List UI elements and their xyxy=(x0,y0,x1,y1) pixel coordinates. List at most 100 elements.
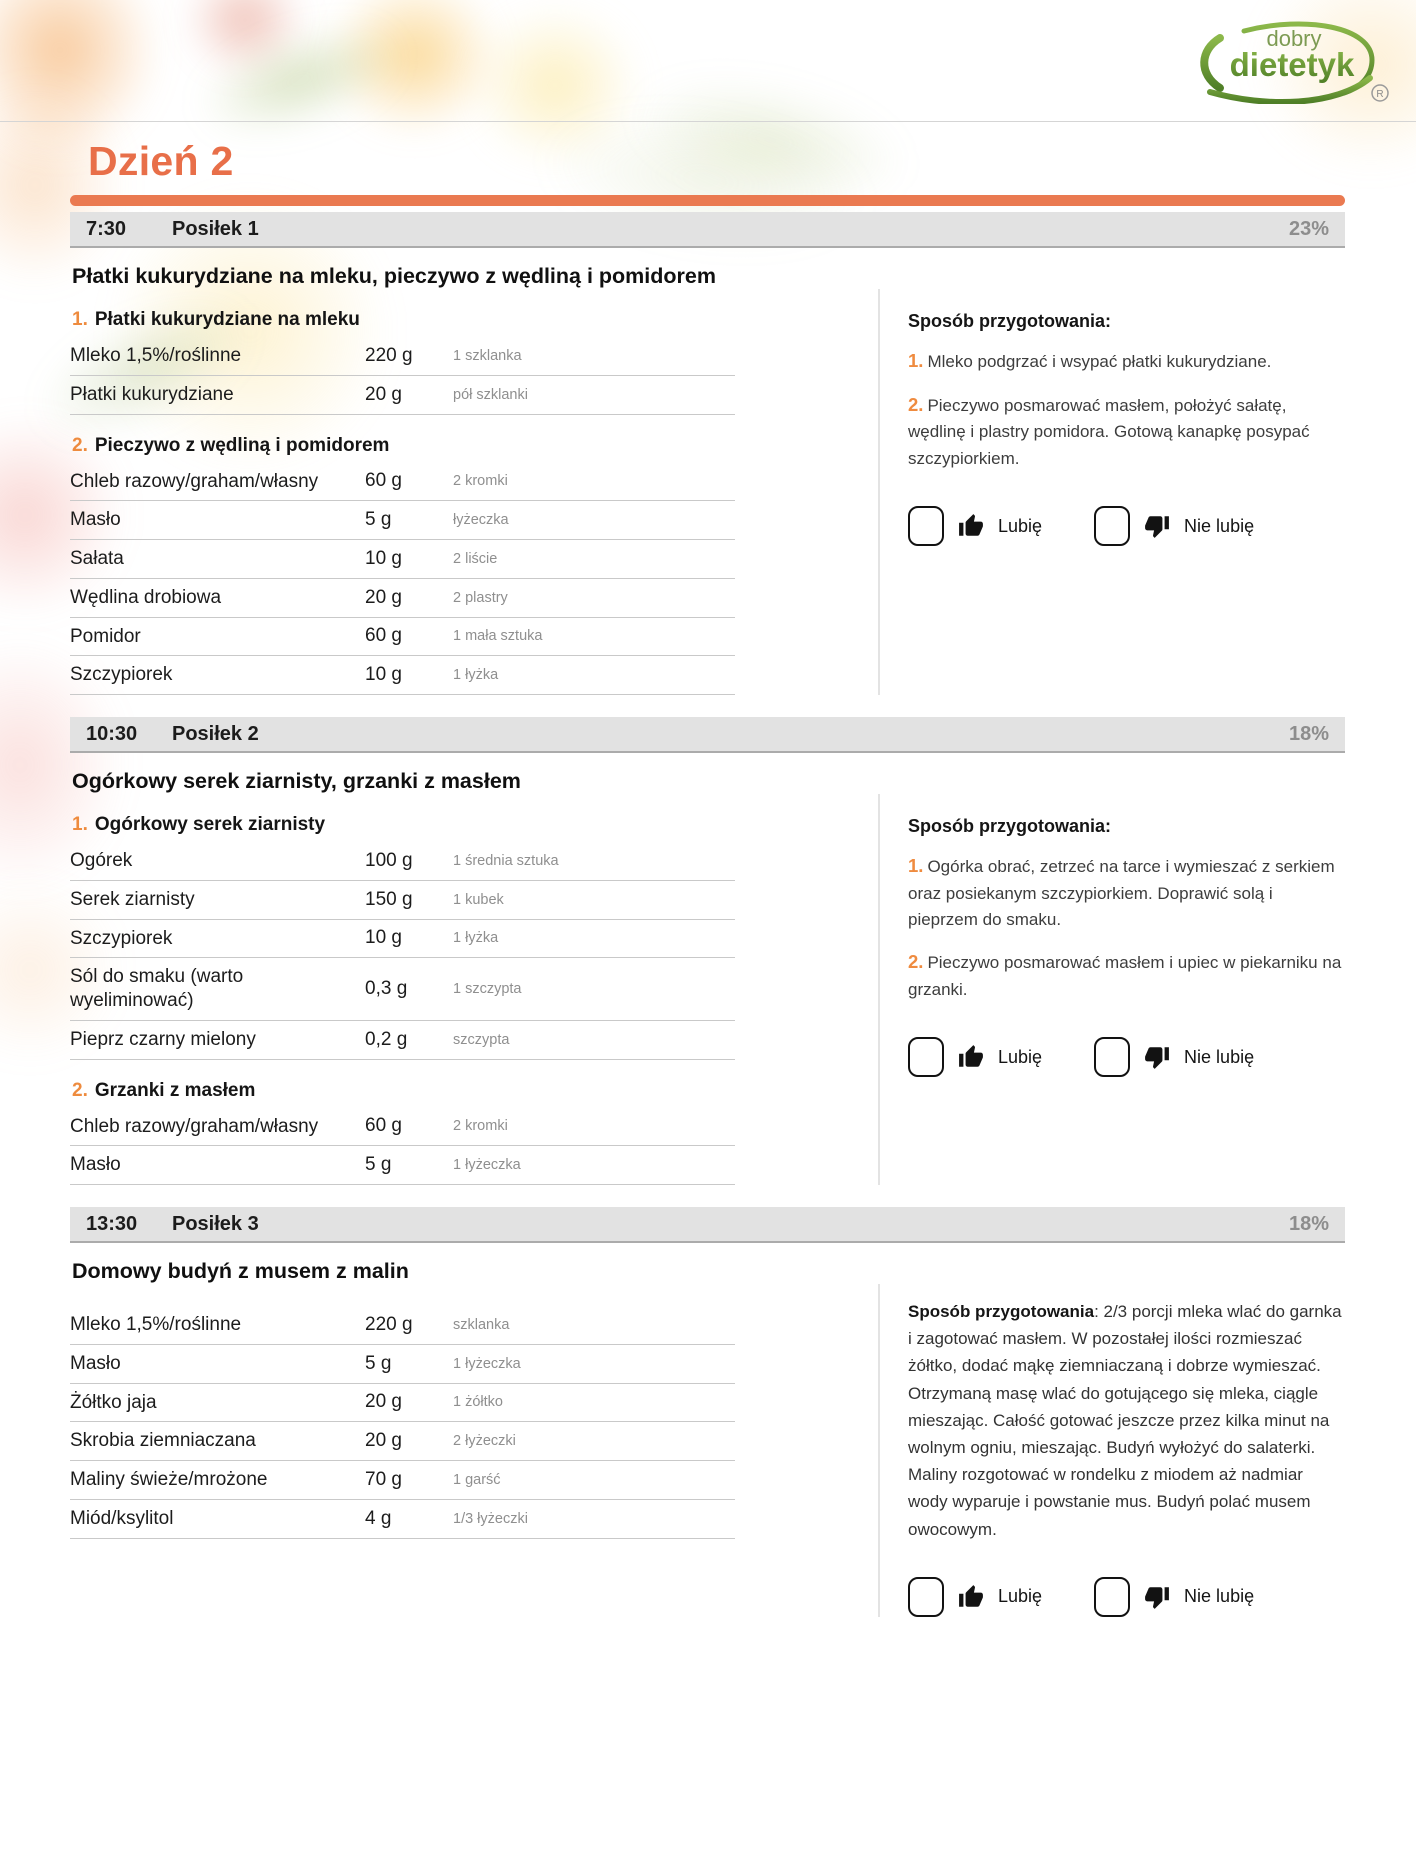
preparation-inline-heading: Sposób przygotowania xyxy=(908,1302,1095,1321)
thumb-up-icon xyxy=(958,1584,984,1610)
preparation-column: Sposób przygotowania: 1. Mleko podgrzać i… xyxy=(878,289,1345,695)
ingredient-measure: łyżeczka xyxy=(453,500,735,540)
meal-1-header: 7:30 Posiłek 1 23% xyxy=(70,212,1345,248)
ingredient-amount: 10 g xyxy=(365,919,453,959)
dislike-label: Nie lubię xyxy=(1184,515,1255,536)
dislike-checkbox[interactable] xyxy=(1094,1576,1131,1617)
dislike-label: Nie lubię xyxy=(1184,1046,1255,1067)
ingredient-name: Masło xyxy=(70,500,365,540)
ingredient-name: Sałata xyxy=(70,539,365,579)
ingredient-row: Płatki kukurydziane 20 g pół szklanki xyxy=(70,375,735,415)
logo-text-dietetyk: dietetyk xyxy=(1230,46,1355,83)
dislike-option[interactable]: Nie lubię xyxy=(1094,1037,1255,1078)
ingredient-amount: 60 g xyxy=(365,462,453,502)
preparation-heading: Sposób przygotowania: xyxy=(908,816,1112,836)
section-header: 2. Pieczywo z wędliną i pomidorem xyxy=(72,435,735,457)
meal-3: 13:30 Posiłek 3 18% Domowy budyń z musem… xyxy=(70,1207,1345,1617)
step-text: Pieczywo posmarować masłem i upiec w pie… xyxy=(908,953,1342,1000)
ingredient-measure: 1 łyżeczka xyxy=(453,1344,735,1384)
like-checkbox[interactable] xyxy=(908,1576,944,1617)
ingredient-row: Ogórek 100 g 1 średnia sztuka xyxy=(70,842,735,881)
ingredient-name: Szczypiorek xyxy=(70,655,365,695)
like-label: Lubię xyxy=(998,515,1043,536)
ingredient-measure: 1 kubek xyxy=(453,880,735,920)
meal-time: 7:30 xyxy=(86,217,127,240)
dislike-option[interactable]: Nie lubię xyxy=(1094,1576,1254,1617)
ingredient-measure: 1 łyżeczka xyxy=(453,1145,735,1185)
section-header: 1. Ogórkowy serek ziarnisty xyxy=(72,814,735,836)
ingredient-name: Serek ziarnisty xyxy=(70,880,365,920)
ingredient-row: Żółtko jaja 20 g 1 żółtko xyxy=(70,1383,735,1423)
logo-bottom-swoosh xyxy=(1207,75,1373,106)
thumb-up-icon xyxy=(958,513,984,539)
like-checkbox[interactable] xyxy=(908,1037,944,1078)
like-checkbox[interactable] xyxy=(908,506,944,547)
like-option[interactable]: Lubię xyxy=(908,506,1043,547)
ingredient-row: Mleko 1,5%/roślinne 220 g szklanka xyxy=(70,1306,735,1345)
ingredient-amount: 150 g xyxy=(365,880,453,920)
section-title: Płatki kukurydziane na mleku xyxy=(94,309,360,330)
registered-mark-circle xyxy=(1371,84,1389,102)
ingredient-name: Wędlina drobiowa xyxy=(70,578,365,618)
ingredient-row: Miód/ksylitol 4 g 1/3 łyżeczki xyxy=(70,1499,735,1539)
meal-name: Posiłek 2 xyxy=(172,722,259,745)
ingredient-row: Sałata 10 g 2 liście xyxy=(70,539,735,579)
dobry-dietetyk-logo: dobry dietetyk R xyxy=(1164,20,1408,109)
ingredient-amount: 20 g xyxy=(365,375,453,415)
ingredient-row: Pomidor 60 g 1 mała sztuka xyxy=(70,617,735,657)
feedback-row: Lubię Nie lubię xyxy=(908,1037,1345,1078)
meal-energy-percent: 18% xyxy=(1288,1212,1329,1235)
dislike-checkbox[interactable] xyxy=(1094,1037,1131,1078)
ingredient-amount: 10 g xyxy=(365,539,453,579)
like-option[interactable]: Lubię xyxy=(908,1576,1042,1617)
ingredient-row: Szczypiorek 10 g 1 łyżka xyxy=(70,655,735,695)
ingredient-amount: 70 g xyxy=(365,1460,453,1500)
ingredient-row: Skrobia ziemniaczana 20 g 2 łyżeczki xyxy=(70,1421,735,1461)
registered-mark: R xyxy=(1376,89,1383,100)
section-number: 2. xyxy=(72,1079,88,1101)
ingredient-measure: 2 plastry xyxy=(453,578,735,618)
ingredient-measure: 1 szklanka xyxy=(453,337,735,376)
step-text: Pieczywo posmarować masłem, położyć sała… xyxy=(908,395,1310,468)
ingredient-name: Mleko 1,5%/roślinne xyxy=(70,1306,365,1345)
ingredients-table: Mleko 1,5%/roślinne 220 g 1 szklanka Pła… xyxy=(70,337,735,415)
ingredient-measure: pół szklanki xyxy=(453,375,735,415)
ingredient-measure: 1 mała sztuka xyxy=(453,617,735,657)
ingredient-name: Sól do smaku (warto wyeliminować) xyxy=(70,957,365,1021)
section-number: 1. xyxy=(72,814,88,835)
ingredient-measure: szklanka xyxy=(453,1306,735,1345)
ingredient-name: Mleko 1,5%/roślinne xyxy=(70,337,365,376)
logo-graphic: dobry dietetyk R xyxy=(1200,21,1389,106)
step-number: 2. xyxy=(908,951,924,973)
dislike-checkbox[interactable] xyxy=(1094,506,1131,547)
ingredient-measure: 1 łyżka xyxy=(453,919,735,959)
feedback-row: Lubię Nie lubię xyxy=(908,1576,1345,1617)
ingredient-amount: 60 g xyxy=(365,1107,453,1147)
ingredients-column: Mleko 1,5%/roślinne 220 g szklanka Masło… xyxy=(70,1284,735,1617)
ingredient-amount: 220 g xyxy=(365,337,453,376)
meal-title: Ogórkowy serek ziarnisty, grzanki z masł… xyxy=(72,769,521,793)
step-number: 1. xyxy=(908,855,924,876)
ingredient-amount: 5 g xyxy=(365,500,453,540)
preparation-step: 1. Ogórka obrać, zetrzeć na tarce i wymie… xyxy=(908,852,1345,933)
ingredients-table: Chleb razowy/graham/własny 60 g 2 kromki… xyxy=(70,1107,735,1186)
ingredient-name: Płatki kukurydziane xyxy=(70,375,365,415)
dislike-option[interactable]: Nie lubię xyxy=(1094,506,1255,547)
page-title: Dzień 2 xyxy=(88,138,234,184)
ingredient-measure: 1 średnia sztuka xyxy=(453,842,735,881)
ingredient-amount: 220 g xyxy=(365,1306,453,1345)
ingredient-amount: 60 g xyxy=(365,617,453,657)
ingredient-amount: 0,3 g xyxy=(365,957,453,1021)
meal-2-header: 10:30 Posiłek 2 18% xyxy=(70,717,1345,753)
preparation-paragraph: Sposób przygotowania: 2/3 porcji mleka w… xyxy=(908,1298,1345,1543)
page-header: dobry dietetyk R xyxy=(0,0,1416,122)
ingredient-amount: 100 g xyxy=(365,842,453,881)
ingredient-measure: 1 szczypta xyxy=(453,957,735,1021)
like-option[interactable]: Lubię xyxy=(908,1037,1042,1078)
step-text: Ogórka obrać, zetrzeć na tarce i wymiesz… xyxy=(908,857,1335,930)
preparation-step: 1. Mleko podgrzać i wsypać płatki kukuryd… xyxy=(908,347,1345,376)
preparation-step: 2. Pieczywo posmarować masłem, położyć sa… xyxy=(908,391,1345,472)
ingredient-name: Skrobia ziemniaczana xyxy=(70,1421,365,1461)
thumb-up-icon xyxy=(958,1044,984,1070)
ingredient-row: Serek ziarnisty 150 g 1 kubek xyxy=(70,880,735,920)
